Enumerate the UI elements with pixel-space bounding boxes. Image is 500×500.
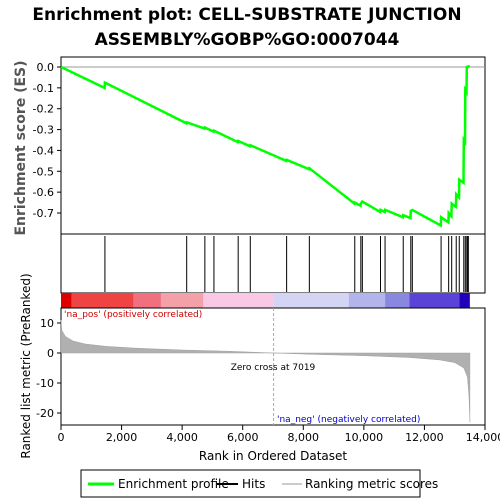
legend-label-hits: Hits [242,477,265,491]
color-bar-segment [61,293,72,308]
color-bar-segment [160,293,204,308]
x-tick-label: 2,000 [106,431,138,444]
x-axis-ticks: 0 2,000 4,000 6,000 8,000 10,000 12,000 14,000 [58,425,500,444]
chart-title-line2: ASSEMBLY%GOBP%GO:0007044 [95,30,400,50]
ranking-color-bar [61,293,470,308]
x-tick-label: 8,000 [288,431,320,444]
positive-correlation-label: 'na_pos' (positively correlated) [64,310,202,320]
negative-correlation-label: 'na_neg' (negatively correlated) [277,415,420,425]
color-bar-segment [385,293,410,308]
color-bar-segment [203,293,274,308]
x-tick-label: 0 [58,431,65,444]
es-y-tick-label: -0.2 [33,103,54,116]
color-bar-segment [133,293,161,308]
es-y-tick-label: 0.0 [37,61,55,74]
es-y-axis-label: Enrichment score (ES) [13,60,29,235]
chart-title-line1: Enrichment plot: CELL-SUBSTRATE JUNCTION [32,5,461,25]
zero-cross-label: Zero cross at 7019 [231,363,316,373]
color-bar-segment [409,293,460,308]
metric-panel-frame [60,307,486,426]
legend-label-enrichment-profile: Enrichment profile [118,477,229,491]
color-bar-segment [273,293,349,308]
metric-y-ticks: 10 0 -10 -20 [36,317,61,420]
metric-y-tick-label: -10 [36,377,54,390]
es-y-tick-label: -0.7 [33,207,54,220]
metric-y-tick-label: -20 [36,407,54,420]
es-y-tick-label: -0.4 [33,144,54,157]
metric-y-tick-label: 0 [47,347,54,360]
es-y-tick-label: -0.5 [33,165,54,178]
color-bar-segment [459,293,470,308]
es-y-ticks: 0.0 -0.1 -0.2 -0.3 -0.4 -0.5 -0.6 -0.7 [33,61,61,220]
hits-group [104,236,469,292]
metric-y-axis-label: Ranked list metric (PreRanked) [19,273,33,458]
ranking-metric-area [60,319,471,423]
x-tick-label: 10,000 [345,431,384,444]
es-y-tick-label: -0.3 [33,124,54,137]
color-bar-segment [348,293,386,308]
x-tick-label: 12,000 [405,431,444,444]
x-tick-label: 14,000 [466,431,500,444]
es-panel-frame [60,56,486,235]
legend-box [80,469,421,498]
es-y-tick-label: -0.1 [33,82,54,95]
es-y-tick-label: -0.6 [33,186,54,199]
metric-y-tick-label: 10 [40,317,54,330]
hits-panel-frame [60,233,486,294]
enrichment-profile-line [60,64,471,228]
x-tick-label: 6,000 [227,431,259,444]
color-bar-segment [71,293,134,308]
legend: Enrichment profile Hits Ranking metric sco… [88,477,438,491]
legend-label-ranking-metric: Ranking metric scores [305,477,438,491]
x-axis-label: Rank in Ordered Dataset [199,449,347,463]
x-tick-label: 4,000 [166,431,198,444]
